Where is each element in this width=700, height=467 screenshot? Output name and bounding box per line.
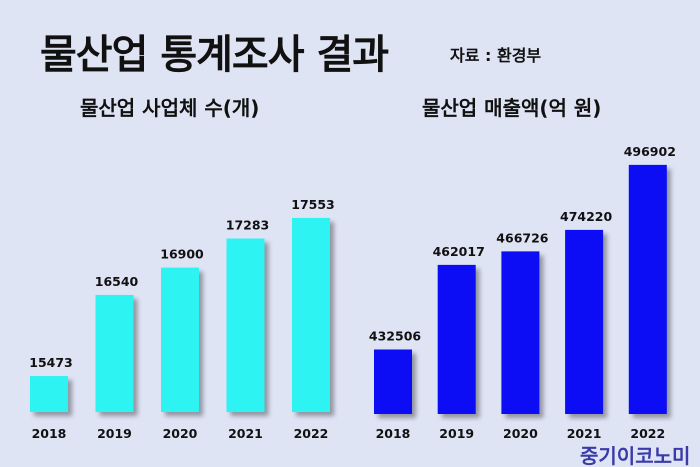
bar-2018	[374, 349, 412, 414]
x-tick-label: 2018	[376, 426, 411, 441]
bar-2021	[226, 238, 265, 412]
bar-2022	[628, 164, 667, 414]
bar-2018	[30, 376, 68, 412]
bar-2021	[565, 229, 604, 414]
x-tick-label: 2020	[503, 426, 538, 441]
x-tick-label: 2018	[32, 426, 67, 441]
data-label: 15473	[29, 355, 73, 370]
x-tick-label: 2021	[228, 426, 263, 441]
x-tick-label: 2022	[630, 426, 665, 441]
source-note: 자료 : 환경부	[450, 46, 542, 65]
x-tick-label: 2020	[163, 426, 198, 441]
x-tick-label: 2019	[97, 426, 132, 441]
data-label: 496902	[624, 144, 676, 159]
data-label: 16900	[160, 247, 204, 262]
page-title: 물산업 통계조사 결과	[40, 32, 389, 78]
bar-2019	[95, 294, 134, 412]
x-tick-label: 2019	[439, 426, 474, 441]
x-tick-label: 2022	[294, 426, 329, 441]
data-label: 462017	[433, 244, 485, 259]
chart-title-revenue: 물산업 매출액(억 원)	[422, 96, 602, 120]
data-label: 432506	[369, 328, 421, 343]
bar-2020	[161, 267, 199, 412]
bar-2020	[501, 251, 540, 414]
bar-2019	[437, 264, 476, 414]
x-tick-label: 2021	[567, 426, 602, 441]
watermark-logo: 중기이코노미	[580, 444, 691, 467]
chart-title-companies: 물산업 사업체 수(개)	[80, 96, 260, 120]
data-label: 466726	[496, 230, 548, 245]
data-label: 17553	[291, 197, 335, 212]
bar-2022	[292, 217, 330, 412]
data-label: 474220	[560, 209, 612, 224]
data-label: 16540	[95, 274, 139, 289]
data-label: 17283	[226, 217, 270, 232]
